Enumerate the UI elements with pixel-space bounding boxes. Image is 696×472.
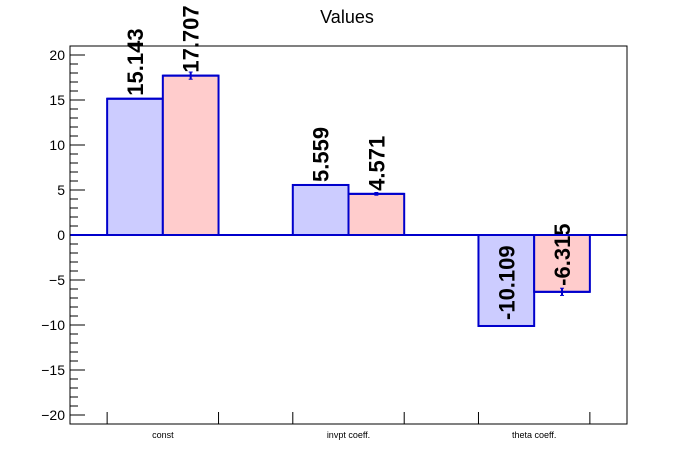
bar — [533, 234, 591, 293]
category-label: const — [152, 430, 174, 440]
bar — [106, 97, 164, 236]
y-tick-label: −5 — [49, 272, 65, 288]
data-label: 5.559 — [309, 127, 334, 182]
category-label: invpt coeff. — [327, 430, 370, 440]
y-tick-label: −20 — [41, 407, 65, 423]
bar — [161, 74, 220, 237]
bar — [477, 234, 536, 327]
y-tick-label: 5 — [57, 182, 65, 198]
data-label: 17.707 — [179, 5, 204, 72]
data-label: 15.143 — [123, 28, 148, 95]
y-tick-label: 10 — [49, 137, 65, 153]
y-tick-label: −15 — [41, 362, 65, 378]
bar — [347, 192, 406, 236]
y-tick-label: 15 — [49, 92, 65, 108]
y-tick-label: 20 — [49, 47, 65, 63]
category-label: theta coeff. — [512, 430, 556, 440]
chart-title: Values — [320, 7, 374, 27]
bar — [291, 183, 350, 236]
data-label: -10.109 — [494, 245, 519, 320]
plot-frame — [69, 45, 628, 425]
y-tick-label: 0 — [57, 227, 65, 243]
data-label: 4.571 — [364, 136, 389, 191]
data-label: -6.315 — [550, 223, 575, 285]
y-tick-label: −10 — [41, 317, 65, 333]
